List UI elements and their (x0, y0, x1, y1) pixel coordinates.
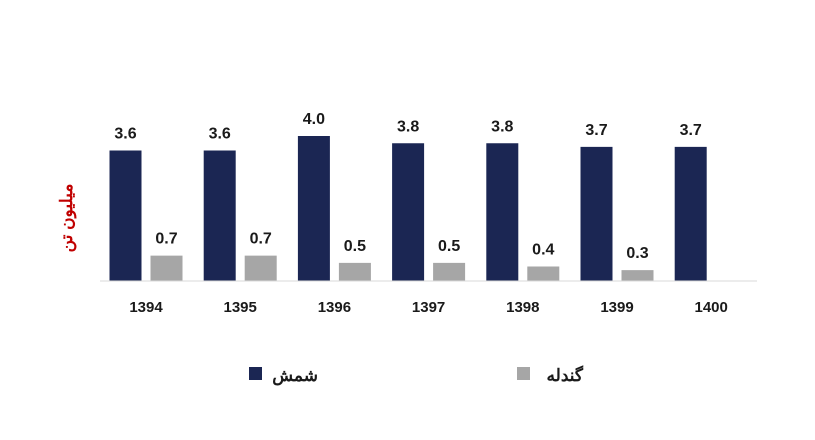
data-label-series1-1399: 3.7 (585, 122, 607, 139)
data-label-series1-1400: 3.7 (680, 122, 702, 139)
legend-swatch-series2 (517, 367, 530, 380)
data-label-series2-1397: 0.5 (438, 238, 460, 255)
data-label-series2-1394: 0.7 (155, 231, 177, 248)
data-label-series2-1399: 0.3 (626, 245, 648, 262)
bar-series1-1396 (297, 136, 330, 281)
legend-label-series1: شمش (272, 366, 318, 386)
bar-series1-1399 (580, 146, 613, 281)
x-tick-label-1397: 1397 (412, 299, 445, 316)
data-label-series1-1398: 3.8 (491, 118, 513, 135)
bars-layer (109, 136, 707, 281)
bar-series2-1397 (433, 262, 466, 281)
bar-series2-1395 (244, 255, 277, 281)
x-tick-labels: 1394 1395 1396 1397 1398 1399 1400 (129, 299, 728, 316)
x-tick-label-1396: 1396 (318, 299, 351, 316)
legend-label-series2: گندله (547, 365, 584, 385)
data-label-series1-1395: 3.6 (209, 126, 231, 143)
y-axis-label: میلیون تن (57, 184, 77, 253)
x-tick-label-1394: 1394 (129, 299, 163, 316)
data-label-series1-1394: 3.6 (114, 126, 136, 143)
data-labels-layer: 3.6 0.7 3.6 0.7 4.0 0.5 3.8 0.5 3.8 0.4 3.7 0.3 3.7 (114, 111, 702, 262)
bar-series1-1394 (109, 150, 142, 281)
data-label-series2-1395: 0.7 (250, 231, 272, 248)
bar-series1-1400 (674, 146, 707, 281)
legend-swatch-series1 (249, 367, 262, 380)
x-tick-label-1400: 1400 (695, 299, 728, 316)
data-label-series2-1396: 0.5 (344, 238, 366, 255)
bar-series1-1397 (392, 143, 425, 281)
x-tick-label-1398: 1398 (506, 299, 539, 316)
bar-series2-1398 (527, 266, 560, 281)
data-label-series1-1397: 3.8 (397, 118, 419, 135)
bar-series2-1396 (338, 262, 371, 281)
bar-series1-1398 (486, 143, 519, 281)
x-tick-label-1395: 1395 (224, 299, 257, 316)
x-tick-label-1399: 1399 (600, 299, 633, 316)
bar-series2-1399 (621, 270, 654, 281)
data-label-series1-1396: 4.0 (303, 111, 325, 128)
data-label-series2-1398: 0.4 (532, 242, 554, 259)
legend: شمش گندله (249, 365, 584, 386)
bar-series2-1394 (150, 255, 183, 281)
bar-series1-1395 (203, 150, 236, 281)
